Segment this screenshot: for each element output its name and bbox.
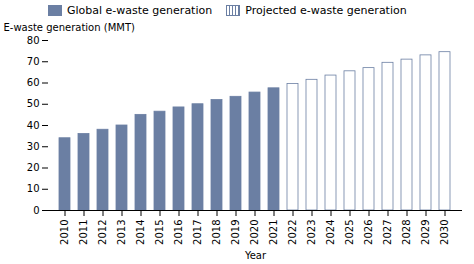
svg-text:2019: 2019: [230, 220, 241, 245]
svg-text:2028: 2028: [401, 220, 412, 245]
svg-text:2027: 2027: [382, 220, 393, 245]
svg-text:50: 50: [27, 98, 40, 109]
svg-text:70: 70: [27, 56, 40, 67]
svg-text:2016: 2016: [173, 220, 184, 245]
html-text:Projected e-waste generation: Projected e-waste generation: [245, 3, 407, 17]
svg-text:2015: 2015: [154, 220, 165, 245]
svg-text:2025: 2025: [344, 220, 355, 245]
svg-text:2022: 2022: [287, 220, 298, 245]
svg-text:20: 20: [27, 162, 40, 173]
svg-text:2026: 2026: [363, 220, 374, 245]
svg-text:80: 80: [27, 35, 40, 46]
html-text:Global e-waste generation: Global e-waste generation: [67, 3, 213, 17]
svg-text:0: 0: [33, 205, 39, 216]
svg-text:E-waste generation (MMT): E-waste generation (MMT): [4, 22, 136, 33]
svg-text:10: 10: [27, 183, 40, 194]
svg-text:40: 40: [27, 120, 40, 131]
svg-text:2013: 2013: [116, 220, 127, 245]
svg-text:2010: 2010: [59, 220, 70, 245]
svg-text:Year: Year: [244, 250, 267, 261]
svg-text:2018: 2018: [211, 220, 222, 245]
svg-text:2029: 2029: [420, 220, 431, 245]
svg-text:2011: 2011: [78, 220, 89, 245]
svg-text:30: 30: [27, 141, 40, 152]
svg-text:2021: 2021: [268, 220, 279, 245]
svg-text:2012: 2012: [97, 220, 108, 245]
svg-text:2014: 2014: [135, 220, 146, 245]
svg-text:2020: 2020: [249, 220, 260, 245]
svg-text:2024: 2024: [325, 220, 336, 245]
svg-text:60: 60: [27, 77, 40, 88]
svg-text:2023: 2023: [306, 220, 317, 245]
svg-text:2030: 2030: [439, 220, 450, 245]
svg-text:2017: 2017: [192, 220, 203, 245]
